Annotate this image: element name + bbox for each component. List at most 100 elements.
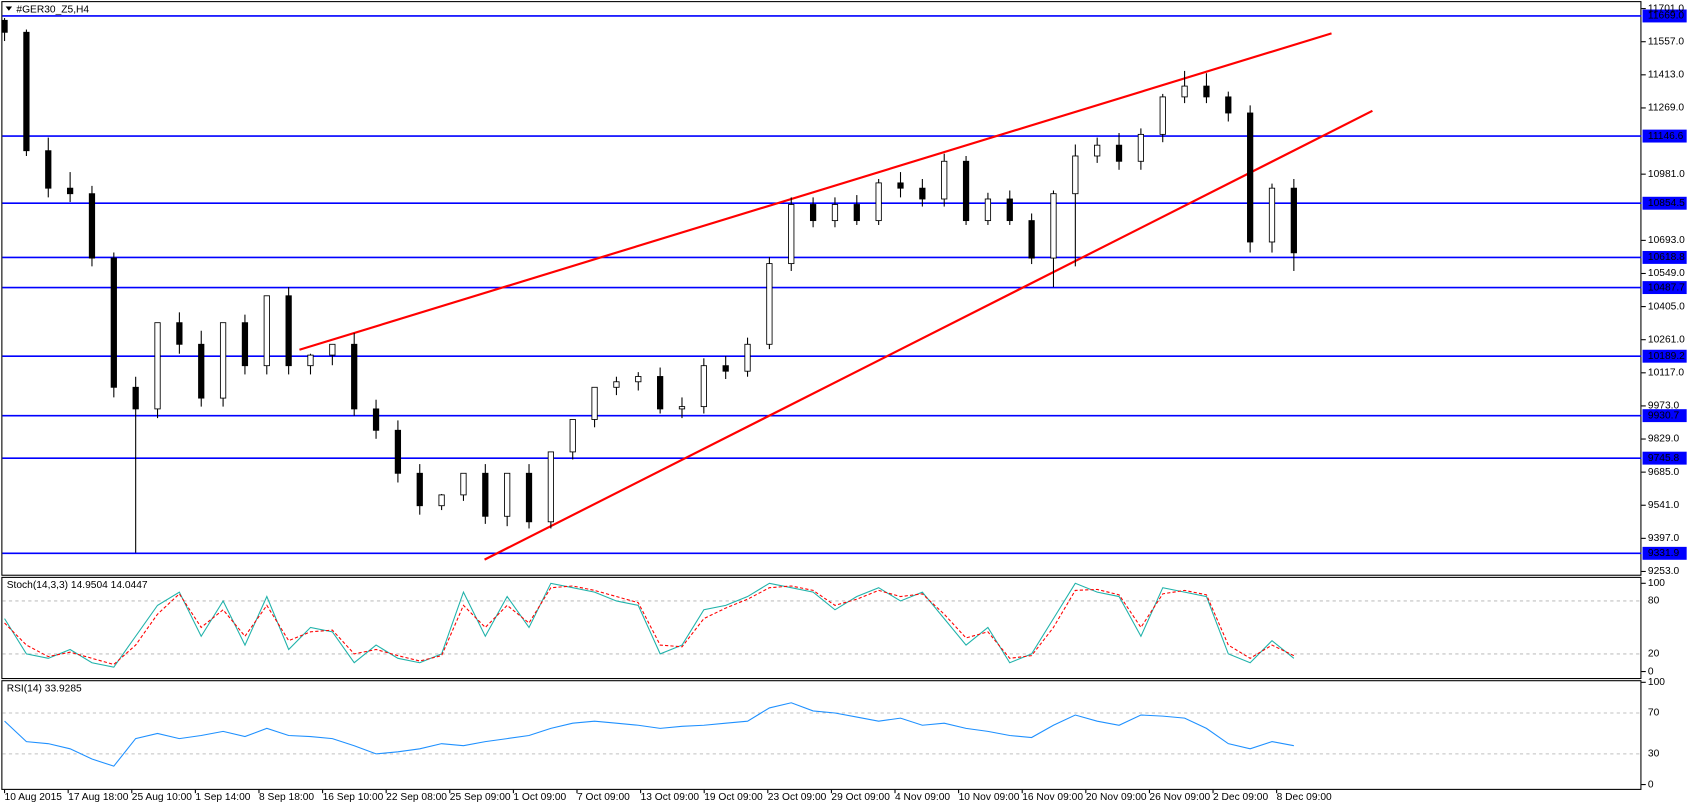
x-tick-label: 1 Sep 14:00	[195, 792, 250, 803]
candle-body	[1137, 133, 1145, 162]
candle-body	[984, 198, 992, 222]
candle-body	[1268, 187, 1276, 243]
x-tick-label: 4 Nov 09:00	[895, 792, 950, 803]
candle-body	[875, 182, 882, 222]
candle-body	[897, 182, 904, 189]
candle-body	[613, 381, 620, 388]
candle-body	[809, 204, 817, 222]
level-label-box	[1642, 9, 1687, 23]
candle-body	[110, 257, 117, 388]
candle-body	[1072, 155, 1079, 195]
candle-body	[351, 343, 358, 410]
candle-body	[1159, 96, 1166, 135]
y-tick-label: 9541.0	[1648, 500, 1680, 511]
candle-body	[219, 322, 227, 399]
trend-line	[299, 32, 1332, 351]
y-tick-label: 9829.0	[1648, 434, 1680, 445]
candle-body	[88, 193, 96, 259]
level-label: 10618.8	[1648, 252, 1685, 263]
y-tick-label: 11557.0	[1648, 36, 1684, 47]
indicator-line	[4, 582, 1295, 668]
x-tick-label: 25 Aug 10:00	[132, 792, 193, 803]
level-label-box	[1642, 196, 1687, 210]
candle-body	[176, 322, 183, 345]
candle-body	[394, 429, 402, 474]
candle-body	[438, 494, 445, 507]
candle-body	[569, 419, 576, 453]
level-label: 10854.5	[1648, 198, 1685, 209]
indicator-line	[4, 702, 1294, 767]
level-label-box	[1642, 409, 1687, 423]
candle-body	[1225, 96, 1232, 114]
y-tick-label: 0	[1648, 666, 1654, 677]
rsi-frame	[1, 680, 1642, 790]
menu-arrow[interactable]	[5, 6, 13, 11]
candle-body	[1115, 144, 1123, 162]
x-tick-label: 23 Oct 09:00	[768, 792, 827, 803]
x-tick-label: 8 Sep 18:00	[259, 792, 314, 803]
x-tick-label: 17 Aug 18:00	[68, 792, 129, 803]
x-tick-label: 20 Nov 09:00	[1086, 792, 1147, 803]
y-tick-label: 11413.0	[1648, 70, 1684, 81]
candle-body	[45, 150, 52, 189]
x-tick-label: 16 Nov 09:00	[1022, 792, 1083, 803]
candle-body	[591, 386, 598, 420]
candle-body	[372, 408, 380, 431]
candle-body	[66, 187, 74, 195]
candle-body	[132, 386, 139, 410]
y-tick-label: 30	[1648, 749, 1660, 760]
x-tick-label: 26 Nov 09:00	[1149, 792, 1210, 803]
candle-body	[919, 187, 926, 200]
x-tick-label: 8 Dec 09:00	[1277, 792, 1332, 803]
candle-body	[853, 204, 860, 222]
trend-line	[484, 109, 1373, 561]
candle-body	[635, 376, 642, 383]
candle-body	[154, 322, 161, 410]
y-tick-label: 9973.0	[1648, 401, 1680, 412]
y-tick-label: 10549.0	[1648, 268, 1685, 279]
y-tick-label: 10981.0	[1648, 169, 1685, 180]
symbol-title: #GER30_Z5,H4	[16, 4, 89, 15]
stoch-title: Stoch(14,3,3) 14.9504 14.0447	[7, 580, 148, 591]
candle-body	[504, 472, 511, 517]
candle-body	[1290, 187, 1297, 254]
level-label-box	[1642, 129, 1687, 143]
y-tick-label: 9397.0	[1648, 533, 1680, 544]
candle-body	[241, 322, 249, 367]
y-tick-label: 100	[1648, 677, 1665, 688]
y-tick-label: 9685.0	[1648, 467, 1680, 478]
level-label: 11146.6	[1648, 131, 1684, 142]
candle-body	[678, 406, 686, 410]
level-label: 9331.9	[1648, 548, 1680, 559]
x-tick-label: 19 Oct 09:00	[704, 792, 763, 803]
level-label-box	[1642, 250, 1687, 264]
x-tick-label: 2 Dec 09:00	[1213, 792, 1268, 803]
candle-body	[1203, 85, 1210, 98]
candle-body	[1, 19, 8, 33]
y-tick-label: 10261.0	[1648, 334, 1685, 345]
x-tick-label: 29 Oct 09:00	[831, 792, 890, 803]
x-tick-label: 13 Oct 09:00	[641, 792, 700, 803]
candle-body	[1181, 85, 1188, 98]
y-tick-label: 10693.0	[1648, 235, 1685, 246]
y-tick-label: 10405.0	[1648, 301, 1685, 312]
y-tick-label: 11701.0	[1648, 3, 1684, 14]
y-tick-label: 10117.0	[1648, 368, 1684, 379]
main-frame	[1, 1, 1642, 576]
candle-body	[460, 472, 467, 496]
candle-body	[547, 451, 554, 523]
y-tick-label: 70	[1648, 708, 1660, 719]
y-tick-label: 80	[1648, 596, 1660, 607]
x-tick-label: 7 Oct 09:00	[577, 792, 630, 803]
candle-body	[307, 354, 314, 367]
level-label-box	[1642, 546, 1687, 560]
candle-body	[525, 472, 533, 523]
stoch-frame	[1, 576, 1642, 680]
candle-body	[962, 160, 970, 222]
x-tick-label: 16 Sep 10:00	[323, 792, 384, 803]
x-tick-label: 10 Nov 09:00	[959, 792, 1020, 803]
candle-body	[831, 204, 839, 222]
